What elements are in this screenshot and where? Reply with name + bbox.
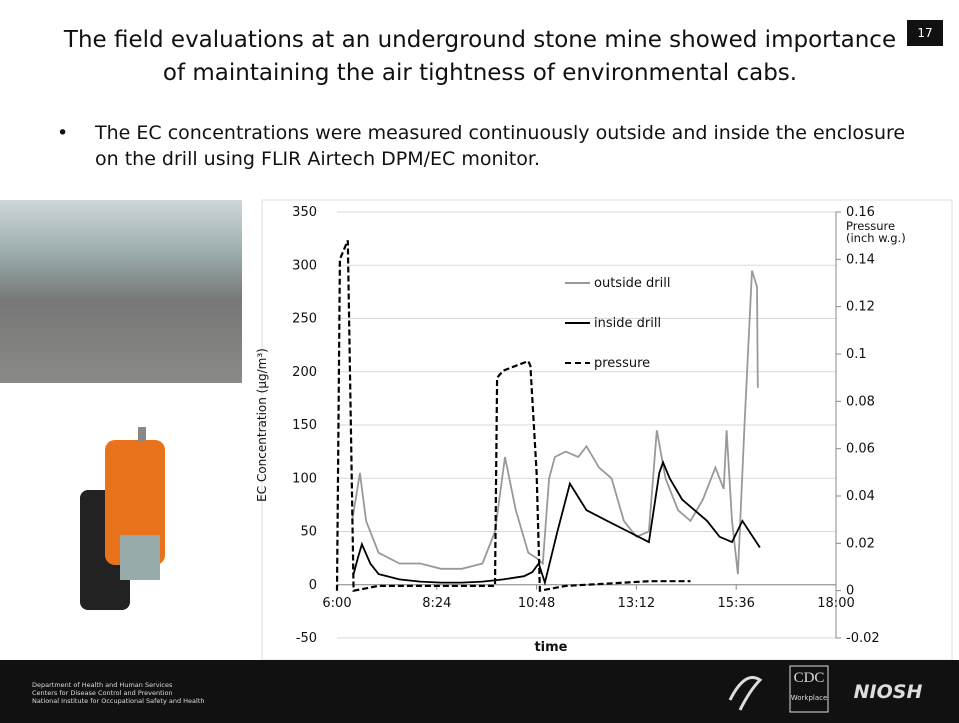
monitor-port	[120, 535, 160, 580]
y-tick-label: 100	[292, 471, 317, 486]
slide-number: 17	[907, 20, 943, 46]
x-tick-label: 6:00	[322, 596, 351, 611]
y-tick-label: 350	[292, 205, 317, 220]
data-line	[352, 271, 758, 574]
cdc-sub: Workplace	[791, 694, 828, 702]
x-tick-label: 10:48	[518, 596, 555, 611]
data-line	[337, 240, 691, 590]
hhs-logo	[730, 678, 760, 711]
y2-tick-label: 0.14	[846, 252, 875, 267]
legend-label: inside drill	[594, 316, 661, 331]
y-tick-label: 200	[292, 365, 317, 380]
y-axis-title: EC Concentration (µg/m³)	[255, 348, 269, 502]
y2-tick-label: 0.08	[846, 394, 875, 409]
cdc-logo: CDC	[794, 670, 825, 686]
x-tick-label: 15:36	[717, 596, 754, 611]
y-tick-label: 50	[300, 525, 317, 540]
monitor-inlet	[138, 427, 146, 442]
y-tick-label: -50	[296, 631, 317, 646]
footer: Department of Health and Human Services …	[0, 660, 959, 723]
y2-tick-label: 0	[846, 584, 854, 599]
x-tick-label: 8:24	[422, 596, 451, 611]
niosh-logo: NIOSH	[854, 681, 923, 703]
y-tick-label: 300	[292, 258, 317, 273]
y-tick-label: 250	[292, 312, 317, 327]
y2-tick-label: 0.02	[846, 536, 875, 551]
y-tick-label: 150	[292, 418, 317, 433]
slide-title: The field evaluations at an underground …	[60, 24, 900, 90]
y2-axis-title: Pressure (inch w.g.)	[846, 220, 926, 244]
x-tick-label: 13:12	[618, 596, 655, 611]
y2-tick-label: 0.04	[846, 489, 875, 504]
y2-tick-label: 0.06	[846, 442, 875, 457]
page: {"slide_title": "The field evaluations a…	[0, 0, 959, 723]
data-line	[354, 462, 760, 582]
legend-label: pressure	[594, 356, 650, 371]
logos: CDC Workplace NIOSH	[0, 660, 959, 723]
x-tick-label: 18:00	[817, 596, 854, 611]
chart-frame	[262, 200, 952, 660]
legend-label: outside drill	[594, 276, 671, 291]
bullet: The EC concentrations were measured cont…	[95, 120, 925, 172]
y2-tick-label: 0.1	[846, 347, 867, 362]
y2-tick-label: -0.02	[846, 631, 880, 646]
y2-tick-label: 0.12	[846, 300, 875, 315]
drill-photo	[0, 200, 242, 383]
y2-tick-label: 0.16	[846, 205, 875, 220]
monitor-drawing	[0, 385, 242, 650]
monitor-photo	[0, 385, 242, 650]
y-tick-label: 0	[309, 578, 317, 593]
x-axis-title: time	[534, 640, 567, 655]
